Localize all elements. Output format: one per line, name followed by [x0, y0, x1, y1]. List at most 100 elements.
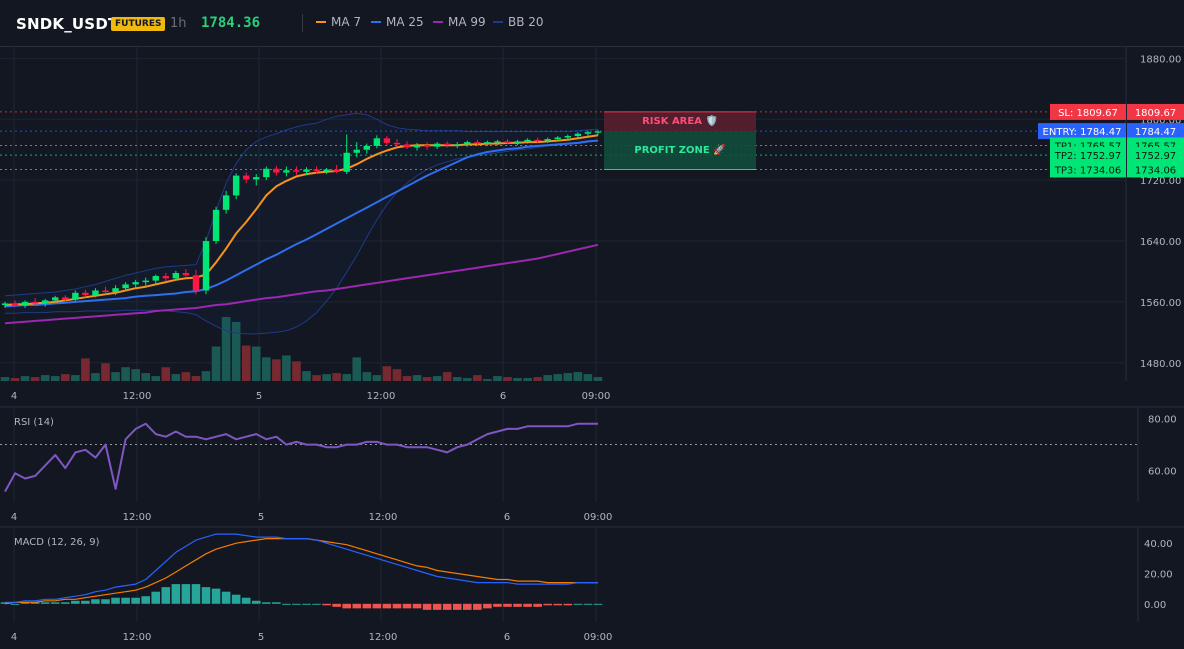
volume-bar: [20, 376, 30, 381]
candle-body: [72, 292, 79, 300]
macd-histogram-bar: [61, 602, 70, 604]
futures-badge: FUTURES: [111, 17, 166, 31]
volume-bar: [322, 374, 331, 381]
volume-bar: [0, 377, 10, 381]
candle-body: [584, 132, 592, 134]
legend-ma7-label: MA 7: [331, 15, 362, 29]
tp3-label-box: [1050, 161, 1126, 178]
macd-histogram-bar: [382, 603, 392, 609]
macd-histogram-bar: [10, 603, 20, 605]
ma99-swatch: [433, 21, 443, 23]
macd-histogram-bar: [221, 591, 231, 604]
macd-tick-label: 0.00: [1144, 600, 1166, 611]
volume-bar: [523, 378, 532, 381]
legend-ma99[interactable]: MA 99: [433, 15, 486, 29]
legend-bb20[interactable]: BB 20: [493, 15, 544, 29]
macd-line: [5, 533, 598, 603]
candle-body: [192, 275, 200, 291]
legend-ma25-label: MA 25: [386, 15, 424, 29]
macd-histogram-bar: [161, 587, 171, 604]
volume-bar: [553, 374, 563, 381]
sl-price-tag: SL: 1809.67 1809.67: [1050, 103, 1184, 120]
candle-body: [162, 276, 169, 279]
macd-x-tick-label: 6: [504, 632, 510, 643]
price-x-tick-label: 4: [11, 391, 17, 402]
volume-bar: [412, 375, 422, 381]
volume-bar: [503, 377, 512, 381]
interval-selector[interactable]: 1h: [170, 16, 187, 31]
risk-zone-label: RISK AREA 🛡️: [642, 114, 718, 127]
rsi-x-tick-label: 12:00: [369, 512, 398, 523]
tp3-value-box: [1127, 161, 1184, 178]
candle-body: [534, 139, 541, 142]
macd-histogram-bar: [573, 603, 583, 605]
macd-histogram-bar: [543, 603, 552, 606]
candle-body: [464, 142, 471, 145]
macd-histogram-bar: [231, 594, 241, 604]
candle-body: [112, 288, 119, 293]
candle-body: [343, 152, 350, 172]
volume-bar: [332, 373, 341, 381]
symbol-name[interactable]: SNDK_USDT: [16, 15, 119, 33]
candle-body: [132, 282, 139, 285]
volume-bar: [483, 379, 492, 381]
volume-bar: [181, 372, 191, 381]
volume-bar: [573, 372, 583, 381]
macd-histogram-bar: [312, 603, 321, 605]
macd-histogram-bar: [503, 603, 512, 607]
tp2-price-tag: TP2: 1752.97 1752.97: [1050, 147, 1184, 164]
candle-body: [122, 284, 129, 289]
entry-value-box: [1127, 123, 1184, 140]
volume-bar: [473, 375, 482, 381]
macd-histogram-bar: [332, 603, 341, 607]
tp2-value-box: [1127, 147, 1184, 164]
macd-histogram-bar: [513, 603, 522, 607]
volume-bar: [432, 376, 442, 381]
macd-histogram-bar: [181, 584, 191, 604]
bb-upper-line: [4, 112, 599, 297]
volume-bar: [362, 372, 372, 381]
macd-histogram-bar: [533, 603, 542, 607]
volume-bar: [593, 377, 603, 381]
macd-x-tick-label: 09:00: [584, 632, 613, 643]
volume-bar: [81, 358, 90, 381]
candle-body: [323, 169, 330, 172]
volume-bar: [221, 317, 231, 381]
price-x-tick-label: 6: [500, 391, 506, 402]
candle-body: [232, 175, 240, 196]
legend-ma7[interactable]: MA 7: [316, 15, 361, 29]
macd-histogram-bar: [30, 602, 40, 604]
candle-body: [474, 142, 481, 144]
volume-bar: [583, 374, 593, 381]
candle-body: [293, 170, 300, 172]
tp1-value: 1765.57: [1135, 141, 1176, 152]
candle-body: [62, 297, 69, 300]
price-tick-label: 1880.00: [1140, 54, 1181, 65]
candle-body: [152, 276, 159, 281]
profit-zone: [604, 131, 756, 170]
legend-ma25[interactable]: MA 25: [371, 15, 424, 29]
candle-body: [564, 136, 571, 138]
candle-body: [92, 290, 99, 296]
volume-bar: [272, 359, 281, 381]
rsi-x-tick-label: 4: [11, 512, 17, 523]
candle-body: [172, 272, 180, 279]
macd-histogram-bar: [412, 603, 422, 609]
volume-bar: [422, 377, 432, 381]
volume-bar: [282, 355, 291, 381]
macd-histogram-bar: [50, 602, 60, 604]
macd-histogram-bar: [241, 597, 251, 604]
rsi-line: [4, 422, 598, 493]
volume-bar: [121, 367, 130, 381]
tp2-label: TP2: 1752.97: [1054, 151, 1121, 162]
macd-histogram-bar: [121, 597, 130, 604]
candle-body: [31, 301, 39, 304]
tp3-price-tag: TP3: 1734.06 1734.06: [1050, 161, 1184, 178]
candle-body: [574, 133, 582, 137]
candle-body: [263, 168, 270, 178]
macd-histogram-bar: [583, 603, 593, 605]
volume-bar: [231, 321, 241, 381]
macd-histogram-bar: [272, 602, 281, 604]
candle-body: [494, 141, 501, 143]
